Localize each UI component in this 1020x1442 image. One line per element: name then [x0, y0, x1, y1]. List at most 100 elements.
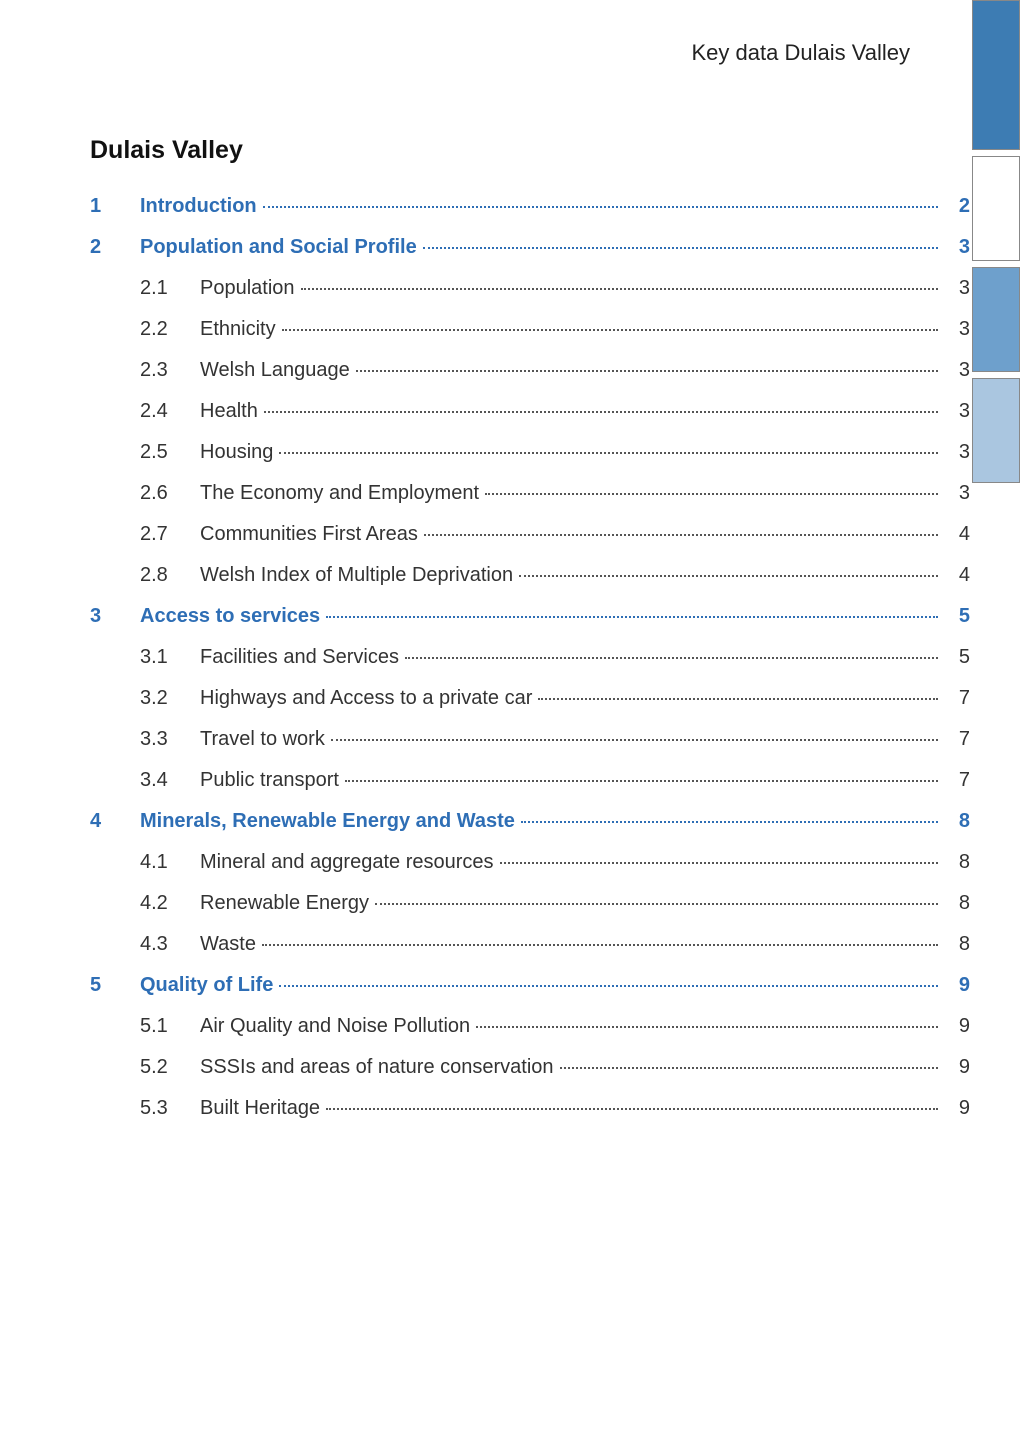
toc-leader-dots	[476, 1026, 938, 1028]
toc-subsection: 2.7Communities First Areas4	[90, 523, 970, 546]
toc-entry-number: 2.1	[140, 277, 200, 300]
toc-section[interactable]: 4Minerals, Renewable Energy and Waste 8	[90, 810, 970, 833]
toc-leader-dots	[375, 903, 938, 905]
toc-leader-dots	[405, 657, 938, 659]
toc-entry-title: Introduction	[140, 195, 257, 218]
toc-leader-dots	[331, 739, 938, 741]
toc-entry-page: 7	[944, 728, 970, 751]
toc-subsection: 4.2Renewable Energy 8	[90, 892, 970, 915]
toc-entry-title: Highways and Access to a private car	[200, 687, 532, 710]
toc-leader-dots	[424, 534, 938, 536]
toc-entry-title: Population	[200, 277, 295, 300]
toc-entry-title: Waste	[200, 933, 256, 956]
toc-entry-page: 9	[944, 1097, 970, 1120]
toc-entry-title: Facilities and Services	[200, 646, 399, 669]
toc-entry-page: 8	[944, 933, 970, 956]
toc-leader-dots	[262, 944, 938, 946]
toc-leader-dots	[326, 1108, 938, 1110]
sidebar-tab-2[interactable]	[972, 267, 1020, 372]
page-content: Key data Dulais Valley Dulais Valley 1In…	[90, 40, 970, 1120]
toc-entry-number: 5.2	[140, 1056, 200, 1079]
toc-entry-number: 1	[90, 195, 140, 218]
toc-subsection: 3.1Facilities and Services5	[90, 646, 970, 669]
table-of-contents: 1Introduction 22 Population and Social Pro…	[90, 195, 970, 1120]
toc-entry-number: 3.4	[140, 769, 200, 792]
toc-subsection: 2.4Health3	[90, 400, 970, 423]
toc-subsection: 3.2Highways and Access to a private car7	[90, 687, 970, 710]
toc-entry-number: 3.2	[140, 687, 200, 710]
toc-subsection: 2.6The Economy and Employment3	[90, 482, 970, 505]
toc-entry-number: 3	[90, 605, 140, 628]
toc-subsection: 2.1Population 3	[90, 277, 970, 300]
sidebar-tab-0[interactable]	[972, 0, 1020, 150]
toc-entry-page: 8	[944, 851, 970, 874]
toc-subsection: 2.2Ethnicity3	[90, 318, 970, 341]
toc-entry-title: Welsh Language	[200, 359, 350, 382]
toc-leader-dots	[264, 411, 938, 413]
toc-entry-page: 3	[944, 277, 970, 300]
sidebar-tab-1[interactable]	[972, 156, 1020, 261]
toc-subsection: 3.3Travel to work 7	[90, 728, 970, 751]
toc-leader-dots	[326, 616, 938, 618]
toc-subsection: 2.3Welsh Language3	[90, 359, 970, 382]
toc-entry-page: 8	[944, 810, 970, 833]
toc-subsection: 5.2SSSIs and areas of nature conservatio…	[90, 1056, 970, 1079]
toc-entry-page: 3	[944, 482, 970, 505]
toc-entry-page: 5	[944, 605, 970, 628]
toc-subsection: 2.8Welsh Index of Multiple Deprivation 4	[90, 564, 970, 587]
toc-entry-number: 3.3	[140, 728, 200, 751]
toc-leader-dots	[345, 780, 938, 782]
toc-entry-title: Welsh Index of Multiple Deprivation	[200, 564, 513, 587]
toc-entry-page: 9	[944, 1056, 970, 1079]
toc-leader-dots	[301, 288, 938, 290]
toc-entry-number: 2.3	[140, 359, 200, 382]
toc-entry-page: 4	[944, 564, 970, 587]
running-head: Key data Dulais Valley	[90, 40, 970, 66]
toc-entry-title: Health	[200, 400, 258, 423]
toc-leader-dots	[521, 821, 938, 823]
toc-leader-dots	[560, 1067, 938, 1069]
toc-entry-page: 3	[944, 318, 970, 341]
toc-entry-title: Renewable Energy	[200, 892, 369, 915]
toc-entry-title: Quality of Life	[140, 974, 273, 997]
toc-subsection: 4.3Waste 8	[90, 933, 970, 956]
toc-leader-dots	[279, 452, 938, 454]
toc-entry-title: Travel to work	[200, 728, 325, 751]
toc-entry-number: 2.6	[140, 482, 200, 505]
toc-section[interactable]: 2Population and Social Profile3	[90, 236, 970, 259]
toc-entry-page: 3	[944, 236, 970, 259]
toc-entry-page: 8	[944, 892, 970, 915]
toc-entry-number: 5	[90, 974, 140, 997]
toc-entry-title: Mineral and aggregate resources	[200, 851, 494, 874]
toc-entry-number: 4.2	[140, 892, 200, 915]
toc-entry-page: 5	[944, 646, 970, 669]
toc-entry-number: 2.5	[140, 441, 200, 464]
toc-section[interactable]: 3Access to services5	[90, 605, 970, 628]
toc-entry-page: 4	[944, 523, 970, 546]
toc-entry-number: 4.1	[140, 851, 200, 874]
toc-leader-dots	[263, 206, 938, 208]
toc-entry-page: 9	[944, 1015, 970, 1038]
toc-entry-title: Minerals, Renewable Energy and Waste	[140, 810, 515, 833]
toc-entry-title: Air Quality and Noise Pollution	[200, 1015, 470, 1038]
toc-leader-dots	[279, 985, 938, 987]
toc-section[interactable]: 1Introduction 2	[90, 195, 970, 218]
toc-entry-page: 3	[944, 400, 970, 423]
toc-subsection: 3.4Public transport7	[90, 769, 970, 792]
toc-subsection: 2.5Housing3	[90, 441, 970, 464]
toc-entry-number: 4	[90, 810, 140, 833]
sidebar-tab-3[interactable]	[972, 378, 1020, 483]
toc-entry-title: Housing	[200, 441, 273, 464]
toc-section[interactable]: 5Quality of Life9	[90, 974, 970, 997]
toc-entry-title: Communities First Areas	[200, 523, 418, 546]
toc-subsection: 4.1Mineral and aggregate resources 8	[90, 851, 970, 874]
toc-leader-dots	[519, 575, 938, 577]
toc-subsection: 5.3Built Heritage9	[90, 1097, 970, 1120]
toc-entry-page: 7	[944, 769, 970, 792]
toc-leader-dots	[538, 698, 938, 700]
toc-entry-page: 2	[944, 195, 970, 218]
toc-entry-title: Built Heritage	[200, 1097, 320, 1120]
toc-entry-number: 4.3	[140, 933, 200, 956]
toc-entry-number: 2.8	[140, 564, 200, 587]
toc-entry-title: Population and Social Profile	[140, 236, 417, 259]
